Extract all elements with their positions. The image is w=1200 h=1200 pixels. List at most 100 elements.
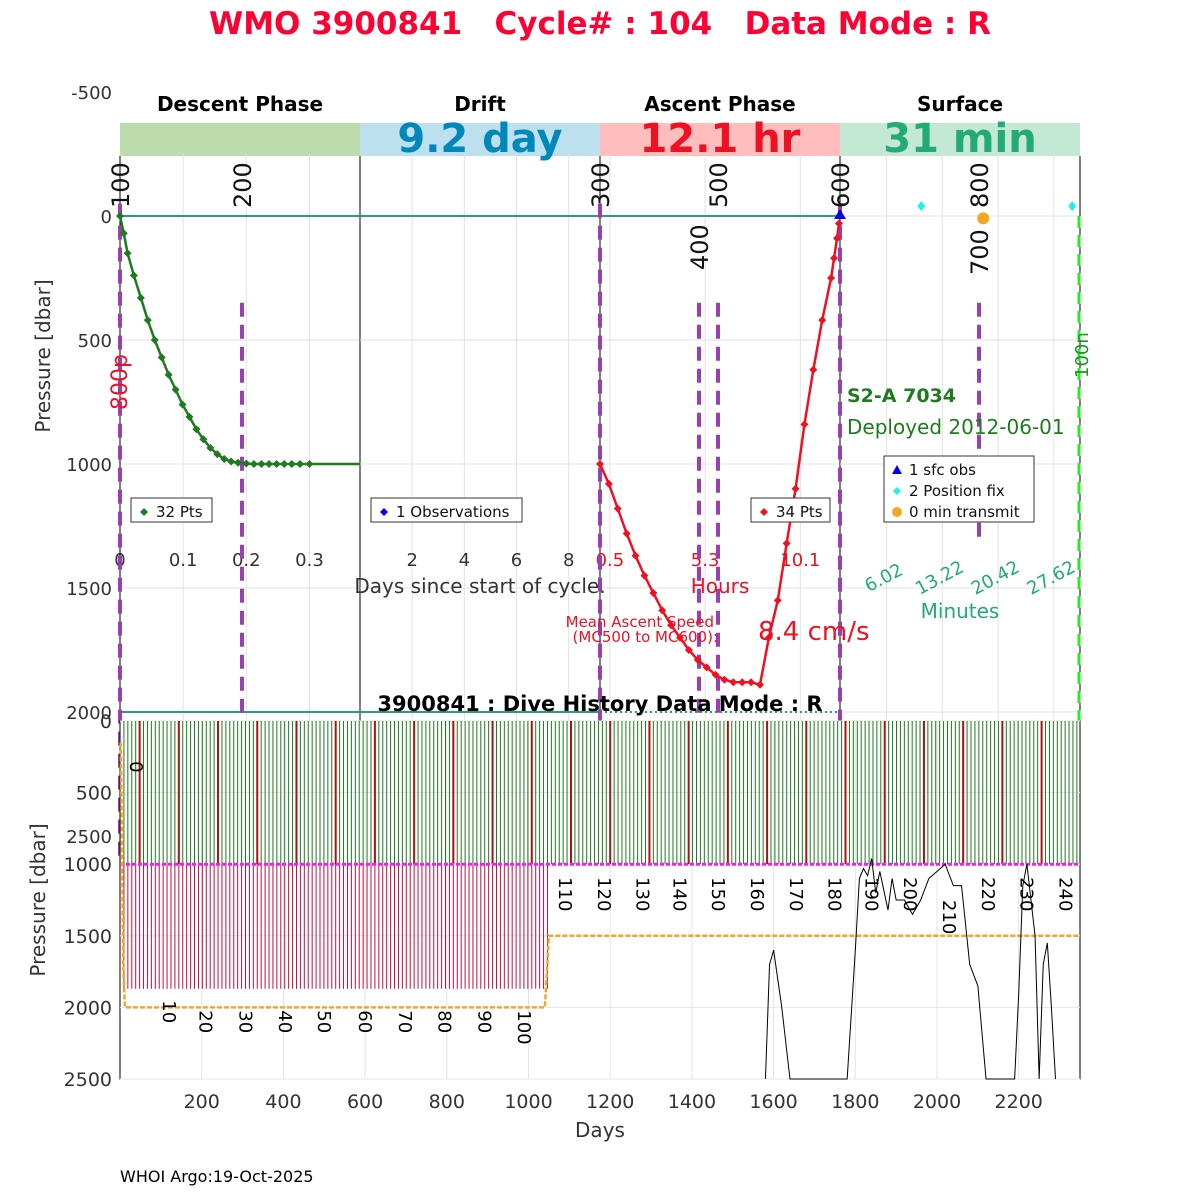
float-label: S2-A 7034: [847, 385, 956, 407]
surface-obs-marker: [834, 209, 846, 219]
descent-point: [287, 460, 296, 468]
y-tick-label: 2000: [64, 997, 112, 1019]
descent-point: [280, 460, 289, 468]
ascent-point: [755, 680, 764, 689]
ascent-point: [800, 420, 809, 429]
mc-label: 400: [686, 224, 714, 270]
mc-label: 600: [827, 162, 855, 208]
panel-title: Drift: [454, 92, 506, 116]
x-tick-label: 13.22: [912, 557, 967, 600]
cycle-label: 170: [785, 877, 806, 911]
cycle-label: 240: [1054, 877, 1075, 911]
descent-point: [116, 212, 124, 220]
cycle-label: 20: [195, 1010, 216, 1033]
cycle-label: 110: [554, 877, 575, 911]
descent-point: [220, 455, 229, 464]
cycle-label: 90: [474, 1010, 495, 1033]
descent-point: [136, 293, 145, 302]
x-tick-label: 5.3: [691, 550, 720, 571]
legend-text: 1 sfc obs: [909, 461, 976, 479]
cycle-label: 130: [632, 877, 653, 911]
y-tick-label: 1500: [66, 579, 112, 600]
ascent-point: [835, 219, 843, 228]
mc-label: 800: [966, 162, 994, 208]
cycle-label: 10: [158, 1000, 179, 1023]
ascent-point: [711, 670, 720, 679]
ascent-point: [830, 254, 839, 263]
y-tick-label: 2500: [66, 827, 112, 848]
phase-band: [600, 123, 840, 156]
x-tick-label: 600: [347, 1091, 383, 1113]
ascent-point: [833, 234, 842, 243]
legend-text: 1 Observations: [396, 503, 510, 521]
legend-marker: [140, 508, 148, 516]
legend: 34 Pts: [750, 497, 831, 523]
y-axis-title: Pressure [dbar]: [31, 279, 55, 432]
legend-marker: [760, 508, 768, 516]
x-axis-title-days: Days since start of cycle.: [354, 574, 605, 598]
y-tick-label: 2500: [64, 1069, 112, 1091]
mc-label: 100: [107, 162, 135, 208]
descent-point: [234, 458, 243, 467]
x-tick-label: 400: [265, 1091, 301, 1113]
cycle-label: 200: [899, 877, 920, 911]
ascent-point: [596, 460, 604, 468]
legend-text: 0 min transmit: [909, 503, 1020, 521]
ascent-point: [667, 621, 676, 630]
ascent-point: [764, 633, 773, 642]
cycle-label: 210: [938, 900, 959, 934]
x-tick-label: 0.2: [232, 550, 261, 571]
legend: 1 Observations: [370, 497, 523, 523]
phase-duration: 12.1 hr: [640, 116, 801, 162]
descent-point: [157, 353, 166, 362]
y-tick-label: 500: [78, 331, 112, 352]
cycle-label: 180: [824, 877, 845, 911]
ascent-point: [773, 596, 782, 605]
descent-point: [199, 435, 208, 444]
x-tick-label: 1400: [668, 1091, 716, 1113]
descent-point: [123, 249, 132, 258]
ascent-point: [640, 571, 649, 580]
legend: 32 Pts: [130, 497, 213, 523]
ascent-speed-label: Mean Ascent Speed: [566, 613, 714, 631]
cycle-label: 50: [313, 1010, 334, 1033]
x-axis-title-minutes: Minutes: [921, 599, 1000, 623]
cycle-label: 140: [668, 877, 689, 911]
descent-point: [185, 412, 194, 421]
ascent-point: [613, 504, 622, 513]
cycle-label: 120: [593, 877, 614, 911]
x-tick-label: 0.5: [596, 550, 625, 571]
legend-box: [883, 455, 1035, 523]
x-tick-label: 2000: [913, 1091, 961, 1113]
deployed-label: Deployed 2012-06-01: [847, 415, 1065, 439]
panel-title: Ascent Phase: [644, 92, 795, 116]
legend-text: 2 Position fix: [909, 482, 1005, 500]
legend-marker: [892, 507, 902, 517]
x-tick-label: 1000: [504, 1091, 552, 1113]
descent-point: [213, 450, 222, 459]
ascent-point: [604, 479, 613, 488]
mc-label: 200: [229, 162, 257, 208]
y-axis-title: Pressure [dbar]: [26, 823, 50, 976]
x-tick-label: 0.3: [295, 550, 324, 571]
phase-band: [120, 123, 360, 156]
y-tick-label: 2000: [66, 703, 112, 724]
cycle-label: 230: [1016, 877, 1037, 911]
ascent-point: [649, 588, 658, 597]
descent-point: [227, 457, 236, 466]
y-tick-label: 1000: [64, 854, 112, 876]
pressure-trace: [764, 858, 1056, 1080]
descent-point: [272, 460, 281, 468]
transmit-marker: [977, 212, 990, 225]
cycle-label: 100: [513, 1010, 534, 1044]
ascent-point: [693, 655, 702, 664]
descent-point: [242, 459, 251, 468]
mc-label: 500: [705, 162, 733, 208]
descent-point: [164, 370, 173, 379]
cycle-label: 60: [354, 1010, 375, 1033]
cycle-label: 40: [274, 1010, 295, 1033]
y-tick-label: 0: [100, 711, 112, 733]
legend-box: [370, 497, 523, 523]
x-axis-title-hours: Hours: [691, 574, 750, 598]
